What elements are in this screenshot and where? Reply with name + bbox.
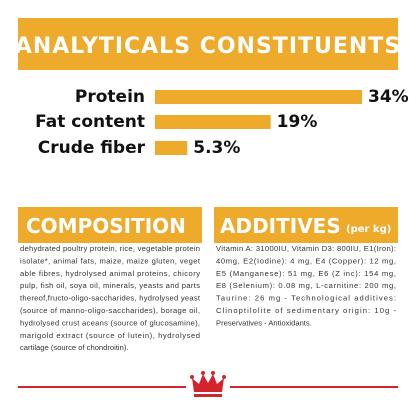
text-line: pulp, fish oil, soya oil, minerals, yeas… [20, 281, 200, 290]
text-line: cartilage (source of chondroitin). [20, 343, 128, 352]
title-banner [18, 18, 398, 70]
text-line: E5 (Manganese): 51 mg, E6 (Z inc): 154 m… [216, 269, 396, 278]
text-line: (source of manno-oligo-saccharides), bor… [20, 306, 200, 315]
additives-banner [214, 207, 398, 243]
text-line: hydrolysed crust aceans (source of gluco… [20, 318, 200, 327]
text-line: dehydrated poultry protein, rice, vegeta… [20, 244, 200, 253]
text-line: 40mg, E2(Iodine): 4 mg, E4 (Copper): 12 … [216, 256, 396, 265]
chart-title: ANALYTICALS CONSTITUENTS [15, 34, 401, 59]
text-line: able fibres, hydrolysed animal proteins,… [20, 269, 200, 278]
bar [155, 141, 188, 155]
additives-title: ADDITIVES [220, 214, 341, 238]
composition-title: COMPOSITION [26, 214, 186, 238]
logo [190, 371, 226, 397]
text-line: isolate*, animal fats, maize, maize glut… [20, 256, 201, 265]
text-line: Vitamin A: 31000IU, Vitamin D3: 800IU, E… [216, 244, 396, 253]
composition-text: dehydrated poultry protein, rice, vegeta… [20, 244, 201, 352]
text-line: marigold extract (source of lutein), hyd… [20, 331, 200, 340]
text-line: Preservatives - Antioxidants. [216, 318, 312, 327]
composition-banner [18, 207, 202, 243]
value-label: 34% [368, 87, 409, 107]
value-label: 5.3% [193, 138, 240, 158]
text-line: E8 (Selenium): 0.08 mg, L-carnitine: 200… [216, 281, 396, 290]
category-label: Fat content [35, 112, 145, 132]
text-line: Taurine: 26 mg - Technological additives… [216, 294, 396, 303]
bar [155, 115, 271, 129]
category-label: Crude fiber [38, 138, 146, 158]
text-line: thereof,fructo-oligo-saccharides, hydrol… [20, 294, 201, 303]
additives-text: Vitamin A: 31000IU, Vitamin D3: 800IU, E… [216, 244, 396, 327]
text-line: Clinoptilolite of sedimentary origin: 10… [216, 306, 396, 315]
additives-unit: (per kg) [346, 224, 391, 235]
value-label: 19% [277, 112, 318, 132]
bar-chart: Protein 34% Fat content 19% Crude fiber 5.3% [35, 87, 409, 158]
bar [155, 90, 362, 104]
category-label: Protein [75, 87, 145, 107]
